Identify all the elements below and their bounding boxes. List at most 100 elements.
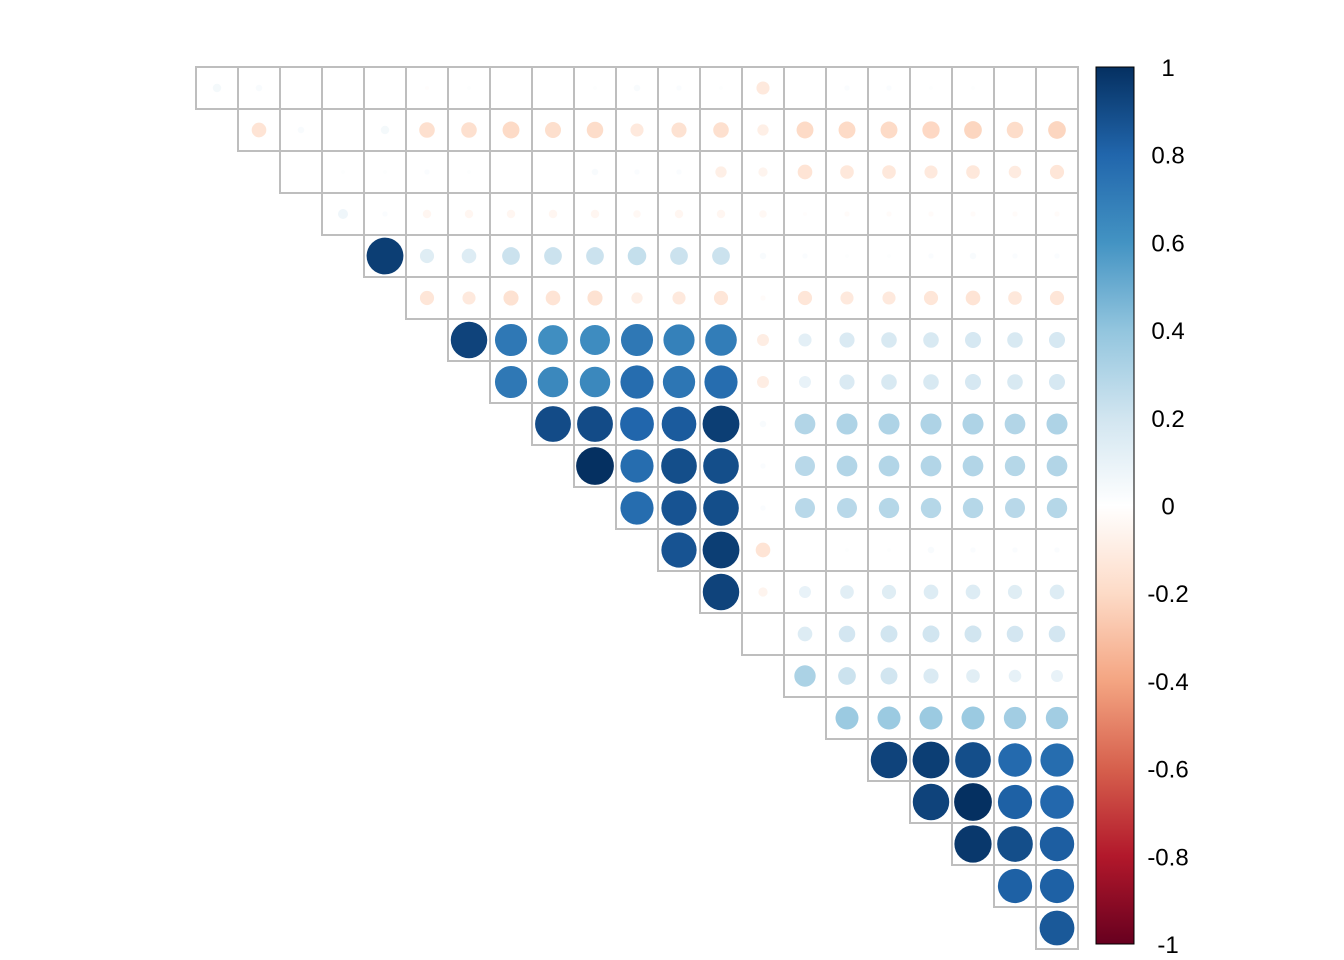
- correlation-circle: [676, 85, 682, 91]
- correlation-circle: [1008, 669, 1022, 683]
- correlation-circle: [928, 253, 934, 259]
- correlation-circle: [494, 365, 528, 399]
- correlation-circle: [1008, 291, 1022, 305]
- correlation-circle: [419, 290, 435, 306]
- correlation-circle: [997, 826, 1033, 862]
- correlation-circle: [538, 325, 568, 355]
- correlation-circle: [881, 374, 897, 390]
- correlation-circle: [954, 783, 992, 821]
- grid-cell: [321, 108, 365, 152]
- correlation-circle: [251, 122, 267, 138]
- correlation-circle: [713, 122, 729, 138]
- correlation-circle: [881, 332, 897, 348]
- correlation-circle: [661, 406, 697, 442]
- colorbar-tick-label: -0.2: [1147, 581, 1188, 608]
- correlation-circle: [620, 365, 654, 399]
- correlation-circle: [760, 505, 766, 511]
- correlation-circle: [537, 366, 569, 398]
- correlation-circle: [920, 413, 942, 435]
- correlation-circle: [502, 247, 520, 265]
- correlation-circle: [844, 85, 850, 91]
- correlation-circle: [674, 209, 684, 219]
- colorbar-tick-label: -0.8: [1147, 844, 1188, 871]
- correlation-circle: [587, 290, 603, 306]
- correlation-circle: [1008, 165, 1022, 179]
- correlation-circle: [969, 252, 977, 260]
- correlation-circle: [870, 741, 908, 779]
- correlation-circle: [712, 247, 730, 265]
- correlation-circle: [997, 784, 1033, 820]
- correlation-circle: [878, 413, 900, 435]
- correlation-circle: [1046, 497, 1068, 519]
- correlation-circle: [795, 456, 815, 476]
- correlation-circle: [662, 365, 696, 399]
- grid-cell: [783, 528, 827, 572]
- correlation-circle: [576, 447, 614, 485]
- correlation-circle: [923, 290, 939, 306]
- correlation-circle: [1039, 868, 1075, 904]
- correlation-circle: [620, 407, 654, 441]
- correlation-circle: [794, 413, 816, 435]
- matrix-grid: [195, 66, 1079, 950]
- correlation-circle: [878, 455, 900, 477]
- correlation-circle: [970, 211, 976, 217]
- correlation-circle: [702, 531, 740, 569]
- correlation-circle: [798, 333, 812, 347]
- correlation-circle: [839, 332, 855, 348]
- correlation-circle: [1004, 413, 1026, 435]
- correlation-circle: [586, 247, 604, 265]
- correlation-circle: [579, 366, 611, 398]
- grid-cell: [279, 150, 323, 194]
- correlation-circle: [383, 170, 387, 174]
- correlation-circle: [929, 86, 933, 90]
- correlation-circle: [877, 706, 901, 730]
- correlation-circle: [634, 169, 640, 175]
- correlation-circle: [719, 86, 723, 90]
- correlation-circle: [759, 210, 767, 218]
- correlation-circle: [839, 374, 855, 390]
- correlation-circle: [1049, 164, 1065, 180]
- correlation-circle: [920, 455, 942, 477]
- correlation-circle: [1039, 910, 1075, 946]
- correlation-circle: [627, 246, 647, 266]
- correlation-circle: [670, 247, 688, 265]
- correlation-circle: [758, 167, 768, 177]
- correlation-circle: [593, 86, 597, 90]
- correlation-circle: [620, 491, 654, 525]
- correlation-circle: [1051, 670, 1063, 682]
- correlation-circle: [1005, 498, 1025, 518]
- correlation-circle: [838, 625, 856, 643]
- correlation-circle: [838, 667, 856, 685]
- correlation-circle: [961, 706, 985, 730]
- correlation-circle: [797, 626, 813, 642]
- correlation-circle: [704, 365, 738, 399]
- correlation-circle: [796, 121, 814, 139]
- correlation-circle: [795, 498, 815, 518]
- correlation-circle: [882, 165, 896, 179]
- correlation-circle: [971, 86, 975, 90]
- correlation-circle: [663, 324, 695, 356]
- correlation-circle: [1048, 373, 1066, 391]
- correlation-circle: [502, 121, 520, 139]
- correlation-circle: [633, 84, 641, 92]
- correlation-circle: [840, 291, 854, 305]
- correlation-circle: [630, 123, 644, 137]
- correlation-circle: [577, 406, 613, 442]
- grid-cell: [531, 66, 575, 110]
- correlation-circle: [702, 405, 740, 443]
- colorbar-tick-label: 0.8: [1151, 143, 1184, 170]
- correlation-circle: [1012, 547, 1018, 553]
- correlation-circle: [760, 295, 766, 301]
- correlation-circle: [212, 83, 222, 93]
- correlation-circle: [922, 625, 940, 643]
- correlation-circle: [702, 573, 740, 611]
- correlation-circle: [535, 406, 571, 442]
- correlation-circle: [467, 170, 471, 174]
- correlation-circle: [467, 86, 471, 90]
- correlation-circle: [1007, 332, 1023, 348]
- correlation-circle: [713, 290, 729, 306]
- correlation-circle: [923, 668, 939, 684]
- correlation-circle: [506, 209, 516, 219]
- correlation-circle: [631, 292, 643, 304]
